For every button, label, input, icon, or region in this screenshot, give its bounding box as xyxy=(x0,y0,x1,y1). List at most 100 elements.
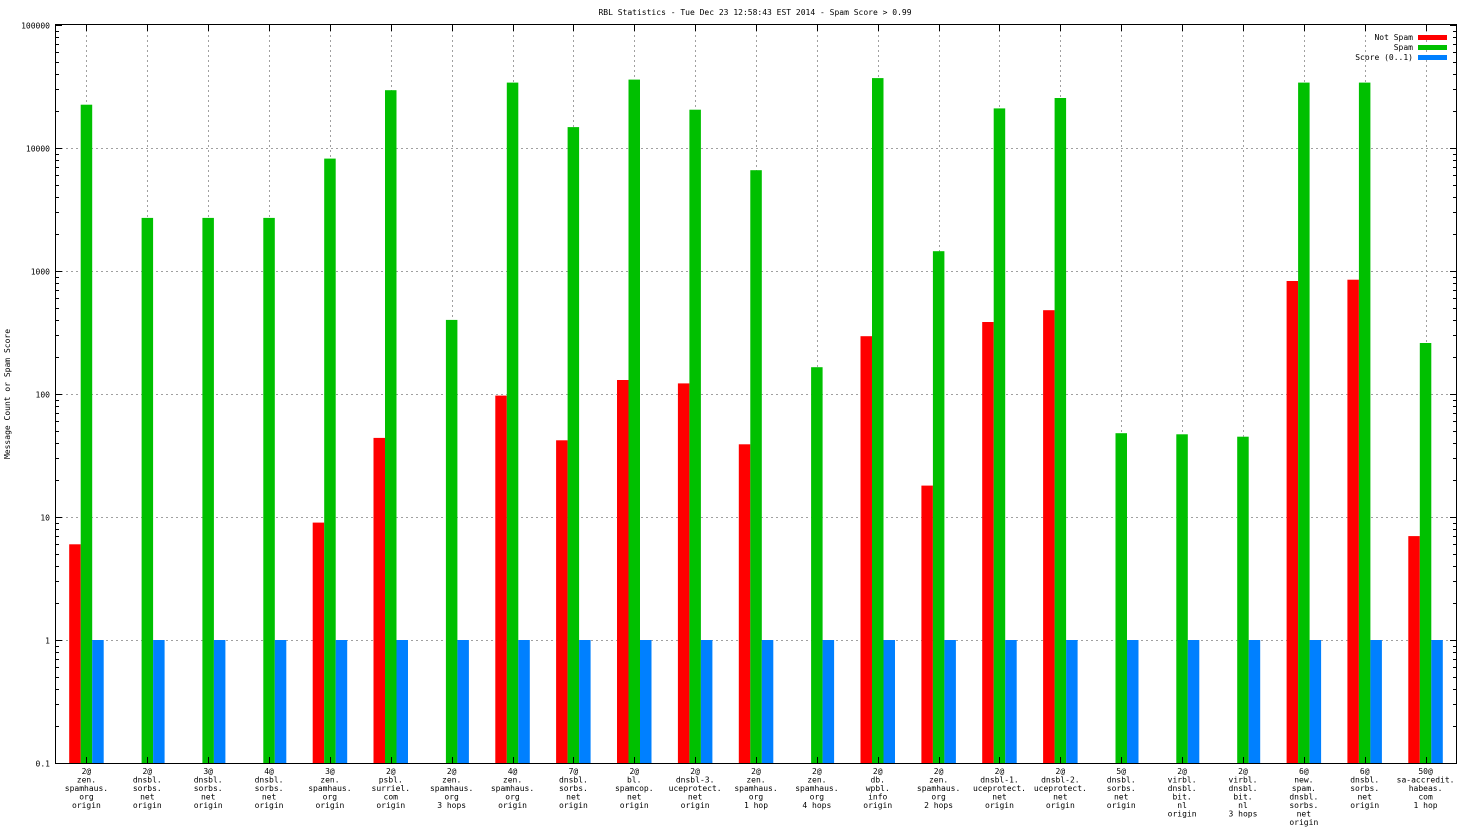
bar-not-spam xyxy=(738,444,751,763)
x-tick-label: dnsbl. xyxy=(1229,784,1258,793)
x-tick-label: net xyxy=(1114,793,1129,802)
x-tick-label: dnsbl-1. xyxy=(980,776,1019,785)
bar-score-0-1 xyxy=(579,640,591,763)
x-tick-label: 2@ xyxy=(142,767,152,776)
x-tick-label: net xyxy=(262,793,277,802)
x-tick-label: 1 hop xyxy=(744,801,768,810)
bar-not-spam xyxy=(1043,310,1055,763)
x-tick-label: spamhaus. xyxy=(491,784,534,793)
x-tick-label: psbl. xyxy=(379,776,403,785)
x-tick-label: origin xyxy=(985,801,1014,810)
x-tick-label: dnsbl. xyxy=(1289,793,1318,802)
bar-spam xyxy=(1054,98,1067,763)
x-tick-label: org xyxy=(931,793,946,802)
x-tick-label: sorbs. xyxy=(1107,784,1136,793)
x-tick-label: nl xyxy=(1177,801,1187,810)
x-tick-label: 2@ xyxy=(995,767,1005,776)
x-tick-label: uceprotect. xyxy=(973,784,1026,793)
chart-title: RBL Statistics - Tue Dec 23 12:58:43 EST… xyxy=(598,8,911,17)
x-tick-label: 1 hop xyxy=(1414,801,1438,810)
x-tick-label: spamhaus. xyxy=(917,784,960,793)
x-tick-label: zen. xyxy=(503,776,522,785)
x-tick-label: origin xyxy=(1046,801,1075,810)
x-tick-label: spamhaus. xyxy=(308,784,351,793)
y-tick-label: 1000 xyxy=(31,268,50,277)
bar-spam xyxy=(385,90,397,763)
x-tick-label: 2@ xyxy=(386,767,396,776)
y-tick-label: 10000 xyxy=(26,145,50,154)
bar-spam xyxy=(506,82,519,764)
x-tick-label: origin xyxy=(559,801,588,810)
bar-score-0-1 xyxy=(822,640,835,763)
x-tick-label: zen. xyxy=(929,776,948,785)
x-tick-label: 50@ xyxy=(1418,767,1433,776)
x-tick-label: origin xyxy=(133,801,162,810)
x-tick-label: 4 hops xyxy=(802,801,831,810)
x-tick-label: uceprotect. xyxy=(1034,784,1087,793)
x-axis-labels: 2@zen.spamhaus.orgorigin2@dnsbl.sorbs.ne… xyxy=(65,767,1455,827)
bar-score-0-1 xyxy=(153,640,165,763)
x-tick-label: 2@ xyxy=(82,767,92,776)
x-tick-label: origin xyxy=(1289,818,1318,827)
x-tick-label: zen. xyxy=(320,776,339,785)
bar-spam xyxy=(567,127,580,764)
bar-spam xyxy=(750,170,762,763)
bar-spam xyxy=(872,78,884,764)
x-tick-label: nl xyxy=(1238,801,1248,810)
x-tick-label: spamhaus. xyxy=(65,784,108,793)
x-tick-label: spamcop. xyxy=(615,784,654,793)
bar-spam xyxy=(80,104,93,763)
bar-score-0-1 xyxy=(1187,640,1200,763)
bar-not-spam xyxy=(677,383,690,763)
bar-score-0-1 xyxy=(1005,640,1017,763)
x-tick-label: dnsbl. xyxy=(1168,784,1197,793)
x-tick-label: net xyxy=(627,793,642,802)
x-tick-label: 3 hops xyxy=(437,801,466,810)
bar-not-spam xyxy=(556,440,568,763)
x-tick-label: dnsbl. xyxy=(559,776,588,785)
x-tick-label: 4@ xyxy=(508,767,518,776)
x-tick-label: spamhaus. xyxy=(734,784,777,793)
bar-not-spam xyxy=(921,485,933,763)
bar-score-0-1 xyxy=(640,640,652,763)
x-tick-label: dnsbl-3. xyxy=(676,776,715,785)
x-tick-label: origin xyxy=(1168,810,1197,819)
x-tick-label: net xyxy=(566,793,581,802)
x-tick-label: surriel. xyxy=(372,784,411,793)
x-tick-label: org xyxy=(79,793,94,802)
bar-score-0-1 xyxy=(457,640,469,763)
bar-score-0-1 xyxy=(1248,640,1261,763)
x-tick-label: zen. xyxy=(77,776,96,785)
bar-spam xyxy=(628,79,640,764)
x-tick-label: 2@ xyxy=(812,767,822,776)
bar-spam xyxy=(1237,436,1249,763)
x-tick-label: origin xyxy=(255,801,284,810)
x-tick-label: bit. xyxy=(1172,793,1191,802)
x-tick-label: origin xyxy=(498,801,527,810)
x-tick-label: org xyxy=(444,793,459,802)
x-tick-label: info xyxy=(868,793,887,802)
bars xyxy=(69,78,1443,764)
x-tick-label: virbl. xyxy=(1168,776,1197,785)
x-tick-label: zen. xyxy=(746,776,765,785)
x-tick-label: origin xyxy=(1350,801,1379,810)
x-tick-label: dnsbl. xyxy=(194,776,223,785)
x-tick-label: net xyxy=(1053,793,1068,802)
x-tick-label: 6@ xyxy=(1360,767,1370,776)
x-tick-label: 2@ xyxy=(1177,767,1187,776)
x-tick-label: 7@ xyxy=(569,767,579,776)
x-tick-label: origin xyxy=(863,801,892,810)
legend-swatch xyxy=(1418,45,1447,50)
x-tick-label: org xyxy=(749,793,764,802)
y-axis-label: Message Count or Spam Score xyxy=(3,329,12,459)
x-tick-label: 5@ xyxy=(1116,767,1126,776)
legend-label: Score (0..1) xyxy=(1355,53,1413,62)
x-tick-label: sorbs. xyxy=(559,784,588,793)
bar-score-0-1 xyxy=(274,640,287,763)
legend-swatch xyxy=(1418,35,1447,40)
bar-score-0-1 xyxy=(518,640,530,763)
y-axis-ticks: 0.1 1 10 100 1000 10000 100000 xyxy=(21,22,1456,769)
y-tick-label: 10 xyxy=(40,514,50,523)
